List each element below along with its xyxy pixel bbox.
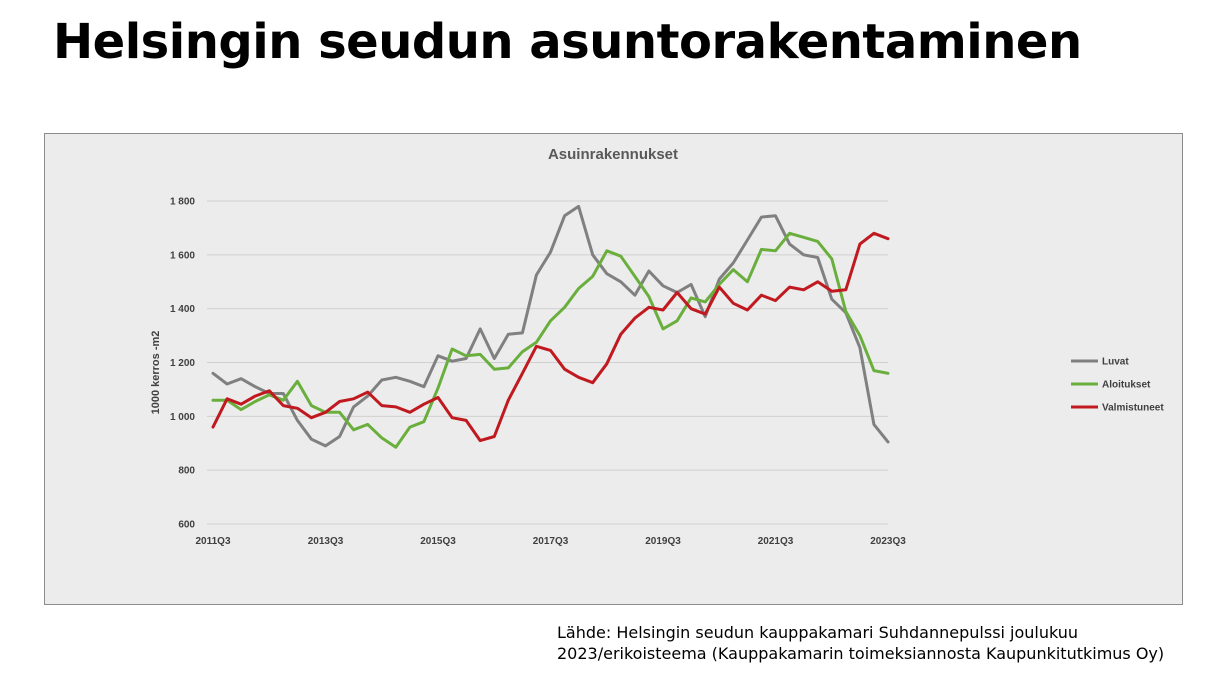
x-tick-label: 2023Q3 <box>870 536 906 547</box>
y-tick-label: 1 800 <box>170 197 195 208</box>
source-line-1: Lähde: Helsingin seudun kauppakamari Suh… <box>557 623 1079 642</box>
legend-label-luvat: Luvat <box>1102 357 1129 368</box>
source-note: Lähde: Helsingin seudun kauppakamari Suh… <box>557 622 1217 664</box>
y-tick-label: 1 600 <box>170 250 195 261</box>
y-axis-label: 1000 kerros -m2 <box>150 331 162 415</box>
legend-label-valmistuneet: Valmistuneet <box>1102 403 1164 414</box>
x-tick-label: 2019Q3 <box>645 536 681 547</box>
source-line-2: 2023/erikoisteema (Kauppakamarin toimeks… <box>557 644 1165 663</box>
series-line-valmistuneet <box>211 231 890 443</box>
y-tick-label: 1 200 <box>170 358 195 369</box>
y-tick-label: 800 <box>178 466 195 477</box>
page-title: Helsingin seudun asuntorakentaminen <box>53 14 1082 70</box>
series-line-luvat <box>211 204 890 448</box>
x-tick-label: 2015Q3 <box>420 536 456 547</box>
x-tick-label: 2021Q3 <box>758 536 794 547</box>
legend-label-aloitukset: Aloitukset <box>1102 380 1151 391</box>
chart-title: Asuinrakennukset <box>548 146 678 163</box>
x-tick-label: 2017Q3 <box>533 536 569 547</box>
x-tick-label: 2013Q3 <box>308 536 344 547</box>
line-chart: Asuinrakennukset 600 800 1 000 1 200 1 400 1 6… <box>150 146 1164 547</box>
y-tick-label: 1 000 <box>170 412 195 423</box>
y-tick-label: 1 400 <box>170 304 195 315</box>
chart-area: Asuinrakennukset 600 800 1 000 1 200 1 400 1 6… <box>44 133 1183 605</box>
x-tick-label: 2011Q3 <box>195 536 230 547</box>
y-tick-label: 600 <box>178 520 195 531</box>
